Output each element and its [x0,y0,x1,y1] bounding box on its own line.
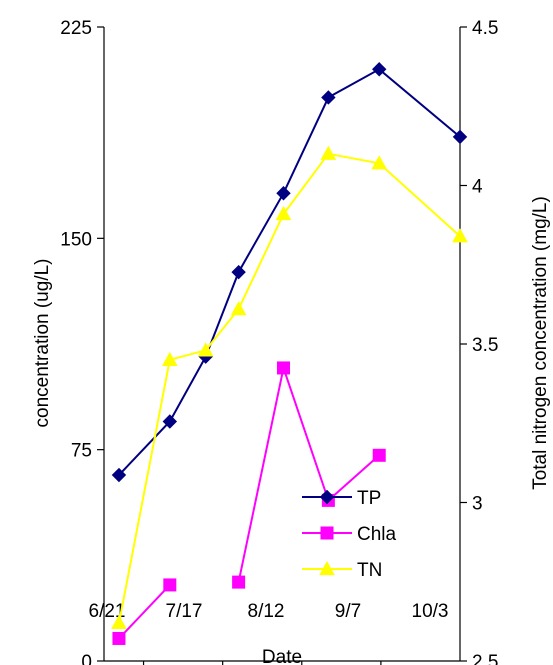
tn-point [111,614,127,630]
series-tn [111,145,468,630]
legend: TP Chla TN [302,488,397,581]
y-right-tick-label: 3.5 [472,335,498,356]
tp-point [452,129,468,145]
x-tick-label: 7/17 [166,601,203,622]
y-left-tick-label: 75 [71,441,92,462]
y-right-tick-label: 3 [472,494,483,515]
series-layer [111,62,468,645]
plot-area [104,27,460,661]
x-axis-title: Date [262,647,302,665]
chla-line [237,364,380,583]
y-left-tick-label: 225 [60,18,92,39]
legend-marker-tn [319,560,335,576]
chla-point [276,361,290,375]
y-right-tick-label: 4 [472,177,483,198]
series-chla [112,361,386,645]
y-axis-left-title: concentration (ug/L) [32,259,53,428]
tp-point [321,90,336,105]
y-left-tick-label: 150 [60,229,92,250]
x-tick-label: 9/7 [335,601,361,622]
y-right-tick-label: 2.5 [472,652,498,665]
tn-point [161,351,178,366]
legend-label-tp: TP [357,488,381,509]
tp-point [372,62,387,77]
tp-point [276,186,291,201]
tn-point [275,206,292,221]
chla-point [163,578,177,592]
tn-point [230,301,247,316]
tp-point [111,467,127,483]
y-left-tick-label: 0 [81,652,92,665]
y-axis-right-title: Total nitrogen concentration (mg/L) [530,196,551,490]
tn-point [452,228,468,243]
tn-point [371,155,388,170]
tp-point [162,414,178,429]
legend-marker-chla [320,526,334,540]
tn-line [118,152,461,624]
chla-line [118,584,171,640]
x-tick-label: 10/3 [412,601,449,622]
tn-point [197,342,214,357]
y-right-tick-label: 4.5 [472,18,498,39]
tp-line [118,68,461,476]
legend-marker-tp [319,489,335,505]
legend-label-tn: TN [357,560,382,581]
series-tp [111,62,468,483]
chla-point [232,575,246,589]
chla-point [372,448,386,462]
tp-point [231,264,246,280]
x-tick-label: 8/12 [248,601,285,622]
axes: 0 75 150 225 2.5 3 3.5 4 4.5 6/21 7/17 8/12 9/7 10/3 [60,18,498,665]
x-tick-label: 6/21 [89,601,126,622]
legend-label-chla: Chla [357,524,397,545]
tn-point [320,145,337,160]
chla-point [112,631,126,645]
